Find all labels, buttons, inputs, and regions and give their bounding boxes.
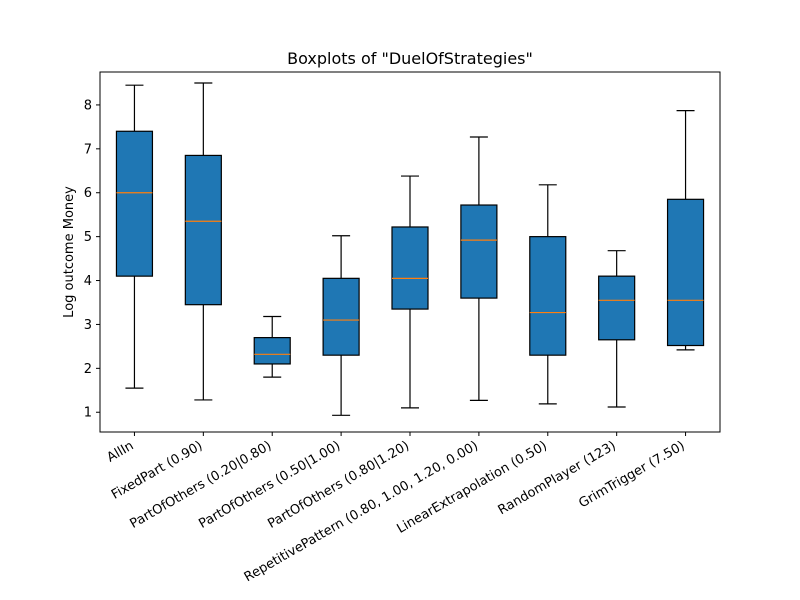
y-tick-label: 1: [84, 406, 92, 421]
box-4: [322, 277, 360, 356]
box-3: [253, 337, 291, 365]
y-tick-label: 7: [84, 142, 92, 157]
box-9: [666, 198, 705, 347]
box-8: [598, 275, 636, 341]
y-tick-label: 6: [84, 186, 92, 201]
y-tick-label: 3: [84, 318, 92, 333]
box-2: [184, 154, 222, 306]
chart-title: Boxplots of "DuelOfStrategies": [287, 49, 533, 68]
box-5: [391, 226, 429, 310]
box-6: [460, 204, 498, 299]
y-tick-label: 2: [84, 362, 92, 377]
y-tick-label: 4: [84, 274, 92, 289]
y-tick-label: 5: [84, 230, 92, 245]
y-axis-label: Log outcome Money: [62, 186, 77, 318]
box-1: [115, 130, 154, 277]
box-7: [529, 236, 567, 356]
y-tick-label: 8: [84, 98, 92, 113]
